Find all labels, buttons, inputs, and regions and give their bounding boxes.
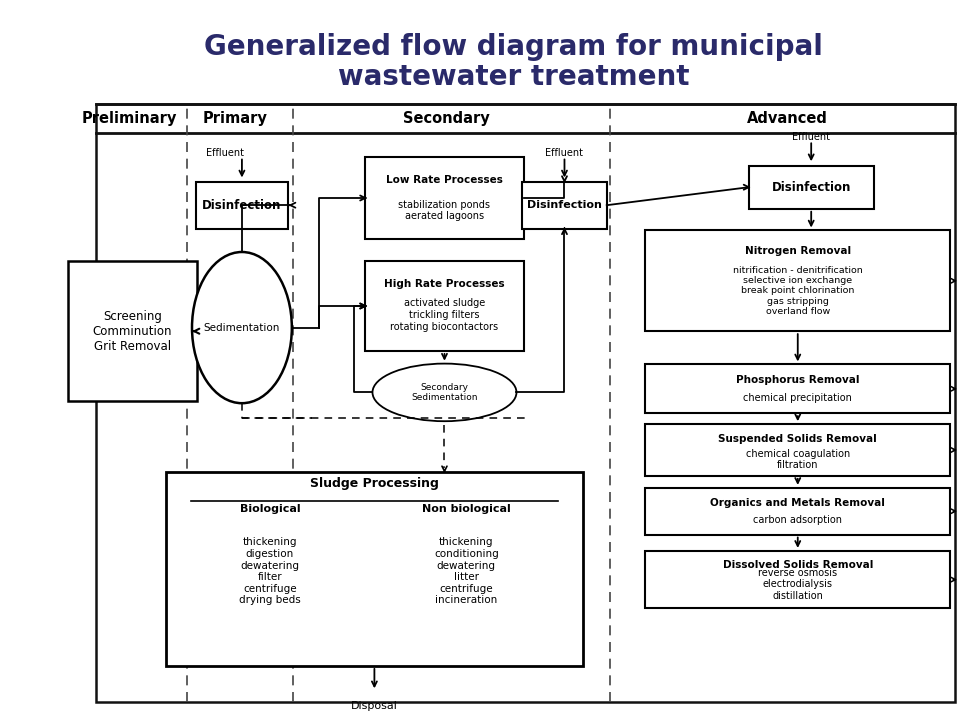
Text: wastewater treatment: wastewater treatment: [338, 63, 689, 91]
Text: Disinfection: Disinfection: [203, 199, 281, 212]
Ellipse shape: [192, 252, 292, 403]
Text: Effluent: Effluent: [205, 148, 244, 158]
Circle shape: [0, 155, 72, 248]
Text: Disinfection: Disinfection: [772, 181, 851, 194]
Text: Disposal: Disposal: [351, 701, 397, 711]
Circle shape: [0, 133, 101, 270]
FancyBboxPatch shape: [96, 104, 955, 702]
Text: Generalized flow diagram for municipal: Generalized flow diagram for municipal: [204, 33, 823, 60]
Ellipse shape: [372, 364, 516, 421]
Text: Secondary: Secondary: [403, 112, 490, 126]
Text: Phosphorus Removal: Phosphorus Removal: [736, 375, 859, 385]
Text: Organics and Metals Removal: Organics and Metals Removal: [710, 498, 885, 508]
Text: Secondary
Sedimentation: Secondary Sedimentation: [411, 383, 478, 402]
Text: Primary: Primary: [203, 112, 268, 126]
Text: thickening
conditioning
dewatering
litter
centrifuge
incineration: thickening conditioning dewatering litte…: [434, 537, 498, 606]
Text: Effluent: Effluent: [545, 148, 584, 158]
FancyBboxPatch shape: [645, 488, 950, 534]
Circle shape: [0, 180, 106, 367]
FancyBboxPatch shape: [166, 472, 584, 666]
Text: stabilization ponds
aerated lagoons: stabilization ponds aerated lagoons: [398, 199, 491, 221]
FancyBboxPatch shape: [365, 261, 524, 351]
FancyBboxPatch shape: [749, 166, 874, 209]
Text: Screening
Comminution
Grit Removal: Screening Comminution Grit Removal: [93, 310, 172, 353]
Circle shape: [0, 173, 48, 230]
FancyBboxPatch shape: [645, 424, 950, 476]
Text: reverse osmosis
electrodialysis
distillation: reverse osmosis electrodialysis distilla…: [758, 567, 837, 600]
FancyBboxPatch shape: [645, 551, 950, 608]
Text: Sludge Processing: Sludge Processing: [310, 477, 439, 490]
Text: Biological: Biological: [240, 505, 300, 514]
Text: Low Rate Processes: Low Rate Processes: [386, 175, 503, 185]
Text: Sedimentation: Sedimentation: [204, 323, 280, 333]
FancyBboxPatch shape: [645, 230, 950, 331]
Text: carbon adsorption: carbon adsorption: [754, 515, 842, 525]
Text: Non biological: Non biological: [421, 505, 511, 514]
Text: Effluent: Effluent: [792, 132, 830, 142]
FancyBboxPatch shape: [365, 157, 524, 239]
FancyBboxPatch shape: [522, 181, 607, 229]
Text: High Rate Processes: High Rate Processes: [384, 279, 505, 289]
Circle shape: [0, 209, 67, 338]
Text: Advanced: Advanced: [747, 112, 828, 126]
FancyBboxPatch shape: [197, 181, 288, 229]
Text: nitrification - denitrification
selective ion exchange
break point chlorination
: nitrification - denitrification selectiv…: [732, 266, 863, 316]
Text: Disinfection: Disinfection: [527, 200, 602, 210]
Circle shape: [0, 230, 38, 317]
Text: thickening
digestion
dewatering
filter
centrifuge
drying beds: thickening digestion dewatering filter c…: [239, 537, 300, 606]
FancyBboxPatch shape: [645, 364, 950, 413]
Text: Nitrogen Removal: Nitrogen Removal: [745, 246, 851, 256]
Text: Dissolved Solids Removal: Dissolved Solids Removal: [723, 560, 873, 570]
Text: Preliminary: Preliminary: [82, 112, 178, 126]
Text: activated sludge
trickling filters
rotating biocontactors: activated sludge trickling filters rotat…: [391, 298, 498, 332]
Text: chemical coagulation
filtration: chemical coagulation filtration: [746, 449, 850, 470]
Text: chemical precipitation: chemical precipitation: [743, 392, 852, 402]
Text: Suspended Solids Removal: Suspended Solids Removal: [718, 433, 877, 444]
FancyBboxPatch shape: [67, 261, 198, 401]
